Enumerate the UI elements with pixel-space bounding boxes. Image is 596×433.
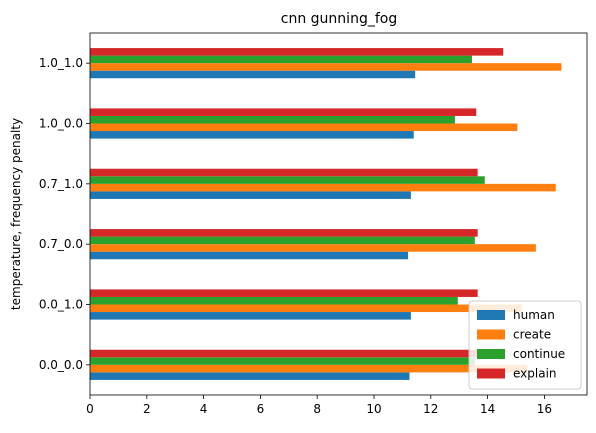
legend: human create continue explain xyxy=(468,300,582,390)
y-axis-label: temperature, frequency penalty xyxy=(9,118,23,310)
bar-explain-0.0_1.0 xyxy=(90,289,478,297)
x-tick-label-4: 4 xyxy=(200,402,208,416)
x-ticks-group: 0 2 4 6 8 10 12 14 16 xyxy=(86,395,552,416)
bar-continue-1.0_0.0 xyxy=(90,115,455,124)
bar-human-1.0_0.0 xyxy=(90,131,414,139)
legend-label-continue: continue xyxy=(513,347,565,361)
x-tick-label-2: 2 xyxy=(143,402,151,416)
bar-explain-0.7_0.0 xyxy=(90,229,478,237)
legend-label-create: create xyxy=(513,328,551,342)
bar-create-1.0_0.0 xyxy=(90,123,518,132)
bar-create-0.0_0.0 xyxy=(90,364,528,373)
x-tick-label-14: 14 xyxy=(480,402,495,416)
x-tick-label-12: 12 xyxy=(423,402,438,416)
y-tick-label-0.7_1.0: 0.7_1.0 xyxy=(39,177,83,191)
legend-swatch-continue xyxy=(477,349,505,359)
bar-explain-0.7_1.0 xyxy=(90,168,478,177)
legend-box xyxy=(468,300,582,390)
legend-swatch-human xyxy=(477,310,505,320)
legend-label-human: human xyxy=(513,308,555,322)
chart-title: cnn gunning_fog xyxy=(281,11,397,27)
x-tick-label-16: 16 xyxy=(537,402,552,416)
y-ticks-group: 0.0_0.0 0.0_1.0 0.7_0.0 0.7_1.0 1.0_0.0 1.0_1… xyxy=(39,56,90,372)
bar-human-0.7_0.0 xyxy=(90,251,409,260)
bar-continue-0.7_1.0 xyxy=(90,176,485,184)
bar-create-0.7_0.0 xyxy=(90,244,536,252)
bar-human-1.0_1.0 xyxy=(90,70,416,79)
bar-create-1.0_1.0 xyxy=(90,63,562,71)
bar-human-0.0_0.0 xyxy=(90,372,410,380)
bar-explain-1.0_1.0 xyxy=(90,48,504,56)
x-tick-label-0: 0 xyxy=(86,402,94,416)
bar-continue-0.0_0.0 xyxy=(90,357,475,365)
legend-label-explain: explain xyxy=(513,367,557,381)
y-tick-label-1.0_1.0: 1.0_1.0 xyxy=(39,56,83,70)
bar-create-0.0_1.0 xyxy=(90,304,522,313)
bar-human-0.0_1.0 xyxy=(90,312,411,320)
x-tick-label-10: 10 xyxy=(366,402,381,416)
bars-group xyxy=(90,48,562,380)
bar-continue-0.7_0.0 xyxy=(90,236,475,245)
bar-continue-0.0_1.0 xyxy=(90,296,458,305)
x-tick-label-6: 6 xyxy=(257,402,265,416)
y-tick-label-0.0_0.0: 0.0_0.0 xyxy=(39,358,83,372)
bar-explain-0.0_0.0 xyxy=(90,349,478,358)
bar-continue-1.0_1.0 xyxy=(90,55,472,64)
legend-swatch-create xyxy=(477,329,505,340)
y-tick-label-0.0_1.0: 0.0_1.0 xyxy=(39,298,83,312)
bar-explain-1.0_0.0 xyxy=(90,108,477,116)
bar-human-0.7_1.0 xyxy=(90,191,411,199)
y-tick-label-0.7_0.0: 0.7_0.0 xyxy=(39,237,83,251)
y-tick-label-1.0_0.0: 1.0_0.0 xyxy=(39,117,83,131)
bar-create-0.7_1.0 xyxy=(90,183,556,192)
x-tick-label-8: 8 xyxy=(313,402,321,416)
legend-swatch-explain xyxy=(477,368,505,379)
plot-frame xyxy=(89,32,588,396)
